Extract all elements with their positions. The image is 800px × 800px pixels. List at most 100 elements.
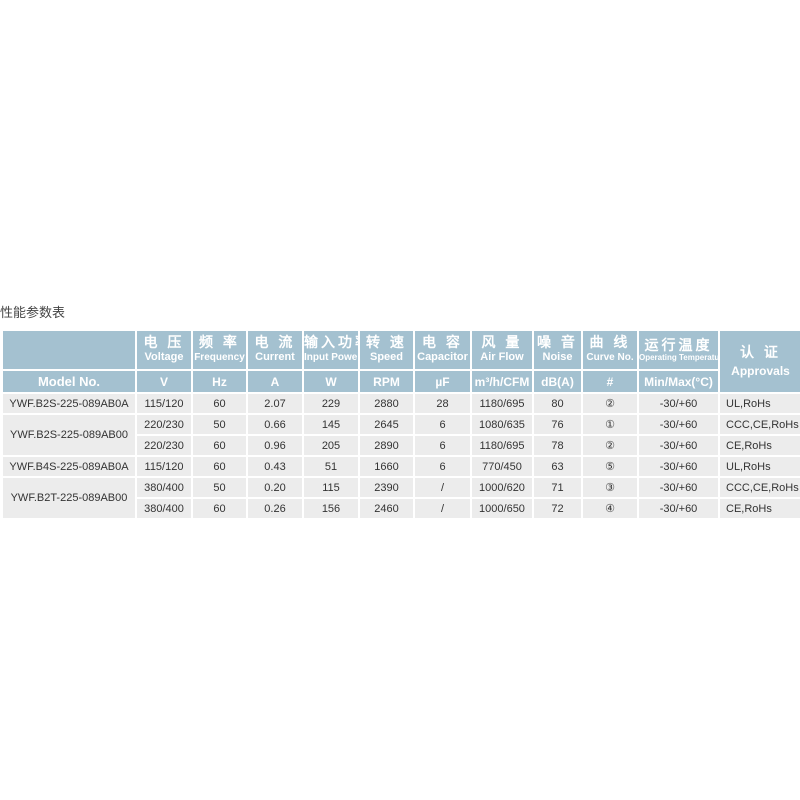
data-cell: 60 [191, 497, 248, 520]
data-cell: 28 [413, 392, 472, 415]
data-cell: 6 [413, 413, 472, 436]
data-cell: 1660 [358, 455, 415, 478]
data-cell: 1180/695 [470, 434, 534, 457]
data-cell: 76 [532, 413, 583, 436]
header-zh: 风 量 [481, 334, 523, 350]
data-cell: 380/400 [135, 476, 193, 499]
data-cell: 6 [413, 434, 472, 457]
table-row: YWF.B2S-225-089AB00 220/230 50 0.66 145 2645 6… [1, 413, 800, 457]
data-cell: 1180/695 [470, 392, 534, 415]
header-col: 电 容 Capacitor [413, 329, 472, 371]
header-zh: 噪 音 [537, 334, 578, 350]
header-en: Noise [542, 351, 573, 363]
data-cell: 229 [302, 392, 360, 415]
data-cell: 1000/620 [470, 476, 534, 499]
data-cell: 115 [302, 476, 360, 499]
header-en: Curve No. [586, 352, 634, 363]
header-unit: # [581, 369, 639, 394]
header-col: 曲 线 Curve No. [581, 329, 639, 371]
header-zh: 电 压 [143, 334, 185, 350]
data-cell: ② [581, 434, 639, 457]
header-en: Input Power [304, 352, 359, 363]
data-cell: 1080/635 [470, 413, 534, 436]
data-cell: 72 [532, 497, 583, 520]
header-unit: dB(A) [532, 369, 583, 394]
data-cell: / [413, 476, 472, 499]
header-unit: V [135, 369, 193, 394]
data-cell: 60 [191, 455, 248, 478]
header-en: Speed [369, 351, 403, 363]
model-cell: YWF.B2S-225-089AB0A [1, 392, 137, 415]
data-cell: -30/+60 [637, 497, 720, 520]
data-cell: CE,RoHs [718, 497, 800, 520]
table-row: YWF.B2T-225-089AB00 380/400 50 0.20 115 2390/… [1, 476, 800, 520]
header-unit: Min/Max(°C) [637, 369, 720, 394]
header-en: Air Flow [480, 351, 524, 363]
header-zh: 电 流 [254, 334, 296, 350]
data-cell: 60 [191, 392, 248, 415]
data-cell: CE,RoHs [718, 434, 800, 457]
header-approvals: 认 证 Approvals [718, 329, 800, 394]
data-cell: ④ [581, 497, 639, 520]
model-cell: YWF.B2T-225-089AB00 [1, 476, 137, 520]
header-col: 噪 音 Noise [532, 329, 583, 371]
header-col: 电 流 Current [246, 329, 304, 371]
data-cell: 51 [302, 455, 360, 478]
data-cell: 2890 [358, 434, 415, 457]
data-cell: 2.07 [246, 392, 304, 415]
header-en: Capacitor [417, 351, 468, 363]
table-row: YWF.B4S-225-089AB0A 115/120 60 0.43 51 1660 6 7… [1, 455, 800, 478]
data-cell: 380/400 [135, 497, 193, 520]
data-cell: 220/230 [135, 413, 193, 436]
data-cell: 770/450 [470, 455, 534, 478]
data-cell: UL,RoHs [718, 392, 800, 415]
header-unit: RPM [358, 369, 415, 394]
model-cell: YWF.B2S-225-089AB00 [1, 413, 137, 457]
header-col: 输入功率 Input Power [302, 329, 360, 371]
header-unit: m³/h/CFM [470, 369, 534, 394]
data-cell: -30/+60 [637, 476, 720, 499]
data-cell: -30/+60 [637, 392, 720, 415]
header-col: 转 速 Speed [358, 329, 415, 371]
header-zh: 认 证 [740, 343, 781, 360]
data-cell: -30/+60 [637, 413, 720, 436]
data-cell: 78 [532, 434, 583, 457]
model-cell: YWF.B4S-225-089AB0A [1, 455, 137, 478]
header-unit: Hz [191, 369, 248, 394]
header-col: 频 率 Frequency [191, 329, 248, 371]
data-cell: UL,RoHs [718, 455, 800, 478]
header-zh: 转 速 [366, 334, 407, 350]
data-cell: ① [581, 413, 639, 436]
header-zh: 电 容 [422, 334, 463, 350]
header-en: Frequency [194, 352, 245, 363]
data-cell: 145 [302, 413, 360, 436]
data-cell: 2460 [358, 497, 415, 520]
header-zh: 频 率 [199, 334, 240, 350]
header-zh: 输入功率 [304, 334, 357, 350]
table-row: 220/230 60 0.96 205 2890 6 1180/695 78 ② -30/+60 C… [2, 434, 800, 457]
data-cell: / [413, 497, 472, 520]
header-zh: 运行温度 [644, 337, 713, 353]
data-cell: CCC,CE,RoHs [718, 413, 800, 436]
data-cell: 0.96 [246, 434, 304, 457]
header-unit: W [302, 369, 360, 394]
data-cell: ⑤ [581, 455, 639, 478]
data-cell: 80 [532, 392, 583, 415]
data-cell: 0.43 [246, 455, 304, 478]
data-cell: 2645 [358, 413, 415, 436]
header-en: Operating Temperature [639, 353, 719, 362]
data-cell: 63 [532, 455, 583, 478]
table-row: 380/400 60 0.26 156 2460/1000/650 72 ④ -30/+60 C… [2, 497, 800, 520]
data-cell: 115/120 [135, 392, 193, 415]
data-cell: 0.20 [246, 476, 304, 499]
table-row: YWF.B2S-225-089AB0A 115/120 60 2.07 229 2880 2… [1, 392, 800, 415]
data-cell: ② [581, 392, 639, 415]
data-cell: 6 [413, 455, 472, 478]
data-cell: 0.26 [246, 497, 304, 520]
data-cell: -30/+60 [637, 434, 720, 457]
header-model: Model No. [1, 369, 137, 394]
header-en: Approvals [731, 363, 790, 378]
data-cell: 71 [532, 476, 583, 499]
header-col: 风 量 Air Flow [470, 329, 534, 371]
